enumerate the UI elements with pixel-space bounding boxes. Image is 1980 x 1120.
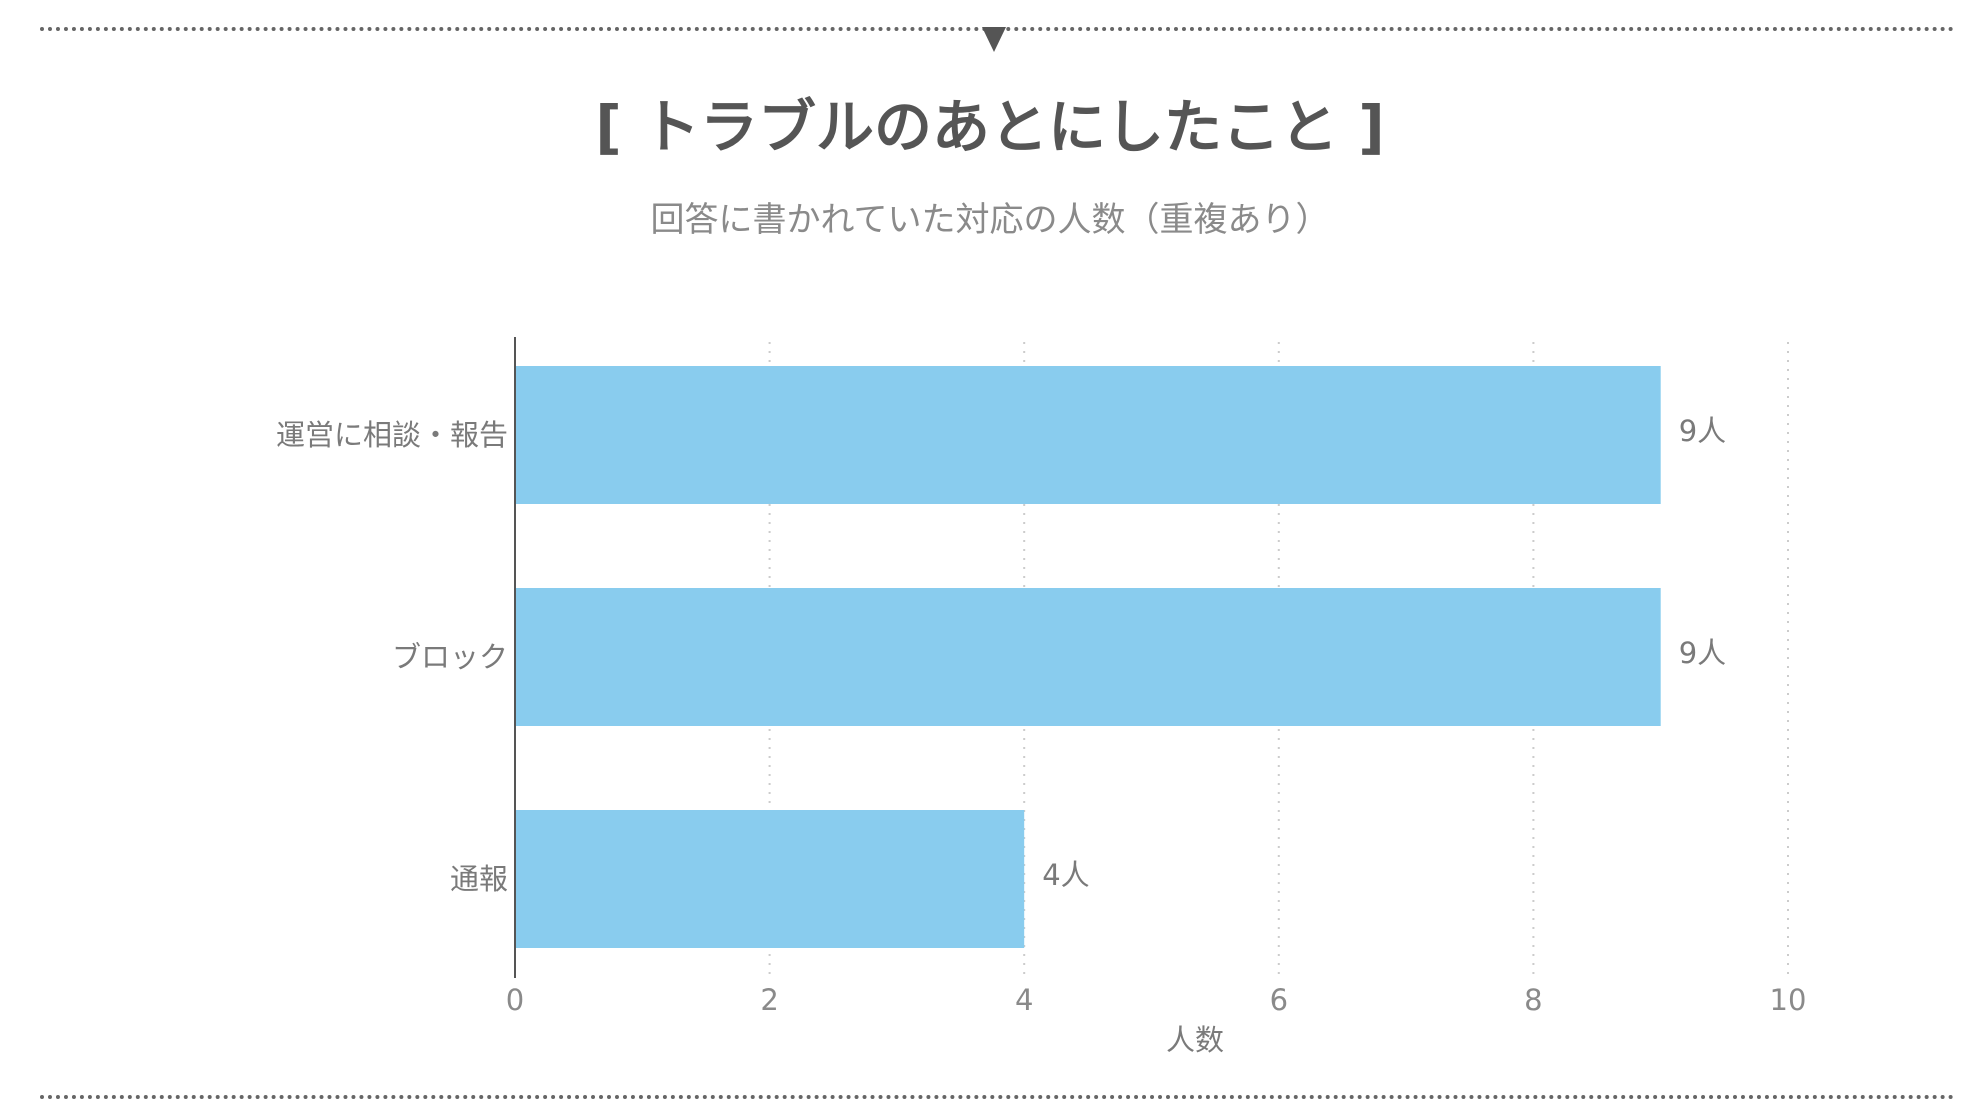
x-tick-label: 2 (760, 983, 779, 1017)
bar-3 (515, 810, 1025, 948)
category-label: 通報 (449, 862, 508, 896)
down-triangle-icon (982, 27, 1006, 52)
bar-1 (515, 366, 1661, 504)
x-tick-label: 10 (1769, 983, 1807, 1017)
x-tick-label: 6 (1269, 983, 1289, 1017)
x-axis-label: 人数 (1165, 1023, 1224, 1057)
chart-title: [ トラブルのあとにしたこと ] (595, 93, 1385, 161)
x-tick-label: 8 (1524, 983, 1543, 1017)
value-label: 4人 (1042, 858, 1090, 892)
bottom-dotted-divider (40, 1095, 1955, 1099)
x-tick-label: 4 (1014, 983, 1034, 1017)
category-label: ブロック (391, 640, 508, 674)
value-label: 9人 (1678, 414, 1727, 448)
bar-2 (515, 588, 1661, 726)
x-tick-label: 0 (505, 983, 525, 1017)
value-label: 9人 (1678, 636, 1727, 670)
chart-subtitle: 回答に書かれていた対応の人数（重複あり） (650, 200, 1330, 240)
category-label: 運営に相談・報告 (275, 418, 508, 452)
